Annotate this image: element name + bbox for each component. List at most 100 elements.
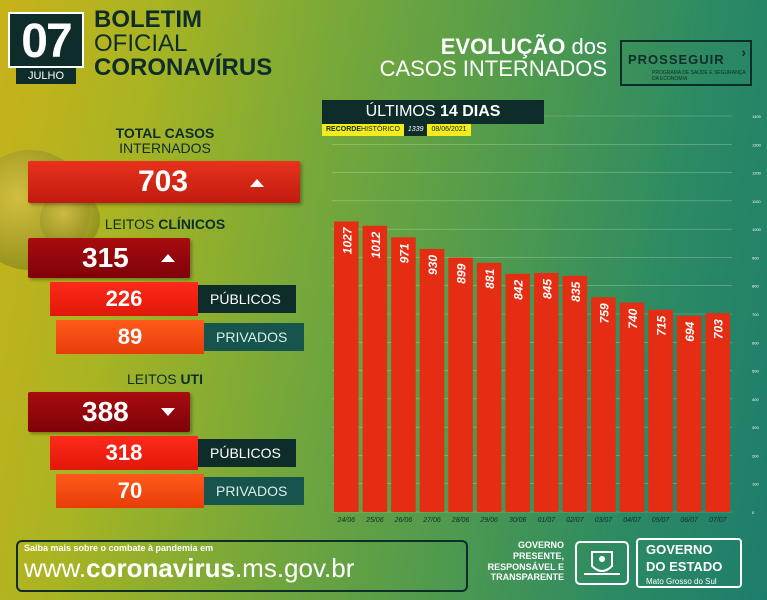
gov-title-2: DO ESTADO bbox=[646, 559, 723, 575]
y-tick-label: 900 bbox=[752, 255, 759, 260]
total-value: 703 bbox=[138, 165, 189, 198]
trend-up-icon bbox=[161, 254, 175, 262]
y-tick-label: 500 bbox=[752, 369, 759, 374]
bulletin-title: BOLETIM OFICIAL CORONAVÍRUS bbox=[94, 8, 272, 80]
gov-slogan: GOVERNO PRESENTE, RESPONSÁVEL E TRANSPAR… bbox=[487, 540, 564, 583]
bar bbox=[419, 248, 445, 512]
bar-value-label: 845 bbox=[540, 279, 554, 299]
chevron-right-icon: › bbox=[741, 44, 746, 60]
clinicos-value: 315 bbox=[82, 242, 129, 273]
gov-title-1: GOVERNO bbox=[646, 542, 713, 557]
bar bbox=[591, 297, 616, 512]
x-tick-label: 25/06 bbox=[365, 517, 384, 524]
clinicos-privados: 89 bbox=[56, 320, 204, 354]
bar bbox=[362, 225, 388, 512]
gov-sub: Mato Grosso do Sul bbox=[646, 576, 717, 586]
x-tick-label: 30/06 bbox=[509, 517, 527, 524]
record-value: 1339 bbox=[403, 124, 428, 136]
total-value-bar: 703 bbox=[28, 161, 300, 203]
total-label-sub: INTERNADOS bbox=[119, 140, 211, 157]
record-strip: RECORDE HISTÓRICO 1339 08/06/2021 bbox=[322, 124, 471, 136]
clinicos-publicos-tag: PÚBLICOS bbox=[198, 285, 296, 313]
uti-publicos: 318 bbox=[50, 436, 198, 470]
trend-down-icon bbox=[161, 408, 175, 416]
bar-value-label: 740 bbox=[626, 308, 640, 328]
chart-header-title: ÚLTIMOS bbox=[365, 103, 440, 120]
clinicos-value-bar: 315 bbox=[28, 238, 190, 278]
footer-url[interactable]: www.coronavirus.ms.gov.br bbox=[24, 553, 354, 584]
y-tick-label: 800 bbox=[752, 284, 759, 289]
bar-value-label: 899 bbox=[455, 263, 469, 283]
date-day: 07 bbox=[8, 12, 84, 68]
x-tick-label: 05/07 bbox=[652, 517, 671, 524]
trend-up-icon bbox=[250, 179, 264, 187]
total-label-bold: TOTAL CASOS bbox=[115, 125, 215, 141]
bar-value-label: 842 bbox=[512, 280, 526, 300]
prosseguir-text: PROSSEGUIR bbox=[628, 52, 725, 67]
y-tick-label: 300 bbox=[752, 425, 759, 430]
uti-label: LEITOS UTI bbox=[30, 371, 300, 387]
bar-value-label: 703 bbox=[712, 319, 726, 339]
bar-value-label: 881 bbox=[483, 268, 497, 288]
bar bbox=[676, 315, 702, 512]
evo-bold: EVOLUÇÃO bbox=[440, 34, 566, 59]
clinicos-label-text: LEITOS bbox=[104, 216, 159, 232]
total-label: TOTAL CASOS INTERNADOS bbox=[30, 125, 300, 157]
record-label: RECORDE HISTÓRICO bbox=[322, 124, 404, 136]
bar bbox=[562, 275, 588, 512]
x-tick-label: 28/06 bbox=[451, 517, 470, 524]
bar bbox=[476, 262, 502, 512]
bar bbox=[448, 257, 473, 512]
x-tick-label: 29/06 bbox=[479, 517, 498, 524]
y-tick-label: 1100 bbox=[752, 199, 761, 204]
uti-privados-tag: PRIVADOS bbox=[204, 477, 304, 505]
bar bbox=[391, 237, 416, 513]
x-tick-label: 01/07 bbox=[538, 517, 557, 524]
bar bbox=[648, 309, 673, 512]
chart-section-title: EVOLUÇÃO dos CASOS INTERNADOS bbox=[380, 36, 607, 80]
x-tick-label: 24/06 bbox=[337, 517, 356, 524]
uti-privados: 70 bbox=[56, 474, 204, 508]
bar bbox=[505, 273, 530, 512]
bar bbox=[619, 302, 645, 512]
bar bbox=[705, 313, 730, 512]
x-tick-label: 07/07 bbox=[709, 517, 728, 524]
x-tick-label: 02/07 bbox=[566, 517, 585, 524]
record-date: 08/06/2021 bbox=[427, 124, 471, 136]
bar-value-label: 1027 bbox=[340, 226, 354, 254]
uti-label-bold: UTI bbox=[180, 371, 203, 387]
gov-logo: GOVERNO DO ESTADO Mato Grosso do Sul bbox=[636, 538, 742, 588]
bar bbox=[534, 272, 559, 512]
x-tick-label: 27/06 bbox=[422, 517, 441, 524]
date-month: JULHO bbox=[16, 68, 76, 84]
title-line-1: BOLETIM bbox=[94, 6, 202, 33]
record-label-2: HISTÓRICO bbox=[361, 126, 400, 133]
x-tick-label: 26/06 bbox=[394, 517, 413, 524]
footer-url-bold: coronavirus bbox=[86, 553, 235, 583]
x-tick-label: 04/07 bbox=[623, 517, 642, 524]
chart-header: ÚLTIMOS 14 DIAS bbox=[322, 100, 544, 124]
bar-value-label: 715 bbox=[655, 315, 669, 335]
bar-value-label: 1012 bbox=[369, 231, 383, 258]
clinicos-privados-tag: PRIVADOS bbox=[204, 323, 304, 351]
evo-line-2: CASOS INTERNADOS bbox=[379, 56, 607, 81]
clinicos-label: LEITOS CLÍNICOS bbox=[30, 216, 300, 232]
x-tick-label: 06/07 bbox=[680, 517, 699, 524]
footer-caption: Saiba mais sobre o combate à pandemia em bbox=[24, 543, 214, 553]
uti-publicos-tag: PÚBLICOS bbox=[198, 439, 296, 467]
y-tick-label: 700 bbox=[752, 312, 759, 317]
uti-value-bar: 388 bbox=[28, 392, 190, 432]
bar-value-label: 835 bbox=[569, 281, 583, 301]
y-tick-label: 0 bbox=[752, 510, 755, 515]
bar-value-label: 971 bbox=[397, 243, 411, 263]
clinicos-label-bold: CLÍNICOS bbox=[158, 216, 226, 232]
y-tick-label: 400 bbox=[752, 397, 759, 402]
evo-rest: dos bbox=[565, 34, 607, 59]
bar bbox=[334, 221, 359, 512]
prosseguir-logo: PROSSEGUIR › PROGRAMA DE SAÚDE E SEGURAN… bbox=[620, 40, 752, 86]
bar-value-label: 759 bbox=[597, 303, 611, 323]
state-crest-icon bbox=[575, 541, 629, 585]
footer-link-box bbox=[16, 540, 468, 592]
bar-value-label: 694 bbox=[683, 321, 697, 341]
chart-header-title-bold: 14 DIAS bbox=[439, 103, 501, 120]
